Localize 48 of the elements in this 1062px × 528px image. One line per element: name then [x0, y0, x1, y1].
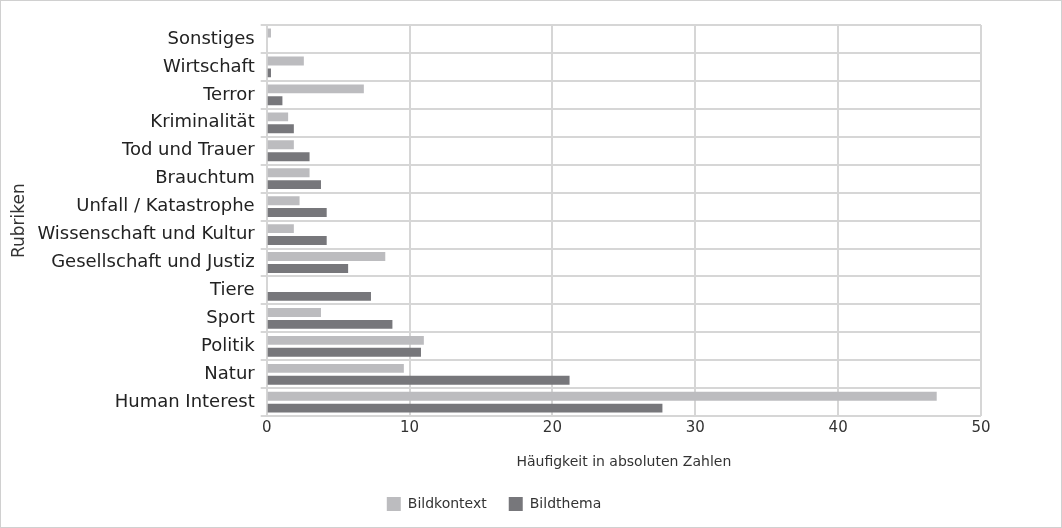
bar: [267, 96, 283, 106]
y-tick-label: Terror: [202, 82, 256, 104]
y-tick-label: Tod und Trauer: [120, 138, 256, 160]
bar: [267, 168, 310, 178]
legend-label: Bildkontext: [407, 494, 488, 511]
x-tick-label: 0: [261, 418, 272, 437]
bar: [267, 84, 364, 94]
y-tick-label: Natur: [204, 361, 256, 383]
y-tick-label: Brauchtum: [155, 166, 255, 188]
bar: [267, 335, 424, 345]
x-tick-label: 20: [542, 418, 562, 437]
bar: [267, 319, 393, 329]
bar: [267, 208, 327, 218]
y-tick-label: Kriminalität: [150, 110, 255, 132]
y-tick-label: Gesellschaft und Justiz: [51, 250, 255, 272]
bar: [267, 224, 294, 234]
bar: [267, 291, 371, 301]
bar: [267, 308, 321, 317]
bar: [267, 264, 349, 273]
bar: [267, 152, 310, 162]
bar: [267, 140, 294, 150]
x-tick-label: 30: [685, 418, 705, 437]
x-tick-label: 40: [828, 418, 848, 437]
bar: [267, 347, 421, 357]
bar: [267, 375, 570, 385]
y-tick-label: Unfall / Katastrophe: [76, 194, 255, 216]
bar: [267, 112, 289, 122]
bar: [267, 196, 300, 206]
y-tick-label: Sonstiges: [167, 26, 255, 48]
bar: [267, 391, 937, 401]
bar: [267, 180, 321, 190]
x-tick-label: 50: [971, 418, 991, 437]
bar: [267, 68, 271, 78]
y-tick-label: Politik: [200, 334, 256, 356]
y-tick-label: Wissenschaft und Kultur: [37, 222, 256, 244]
bar: [267, 252, 386, 262]
bar: [267, 403, 663, 413]
y-tick-label: Wirtschaft: [163, 54, 255, 76]
legend-label: Bildthema: [529, 494, 602, 511]
y-tick-label: Human Interest: [114, 389, 255, 411]
bar: [267, 363, 404, 373]
x-tick-label: 10: [400, 418, 420, 437]
y-axis-title: Rubriken: [7, 183, 28, 259]
bar: [267, 124, 294, 134]
bar: [267, 236, 327, 245]
y-tick-label: Sport: [206, 306, 255, 328]
y-tick-label: Tiere: [209, 278, 255, 300]
x-axis-title: Häufigkeit in absoluten Zahlen: [516, 453, 732, 470]
